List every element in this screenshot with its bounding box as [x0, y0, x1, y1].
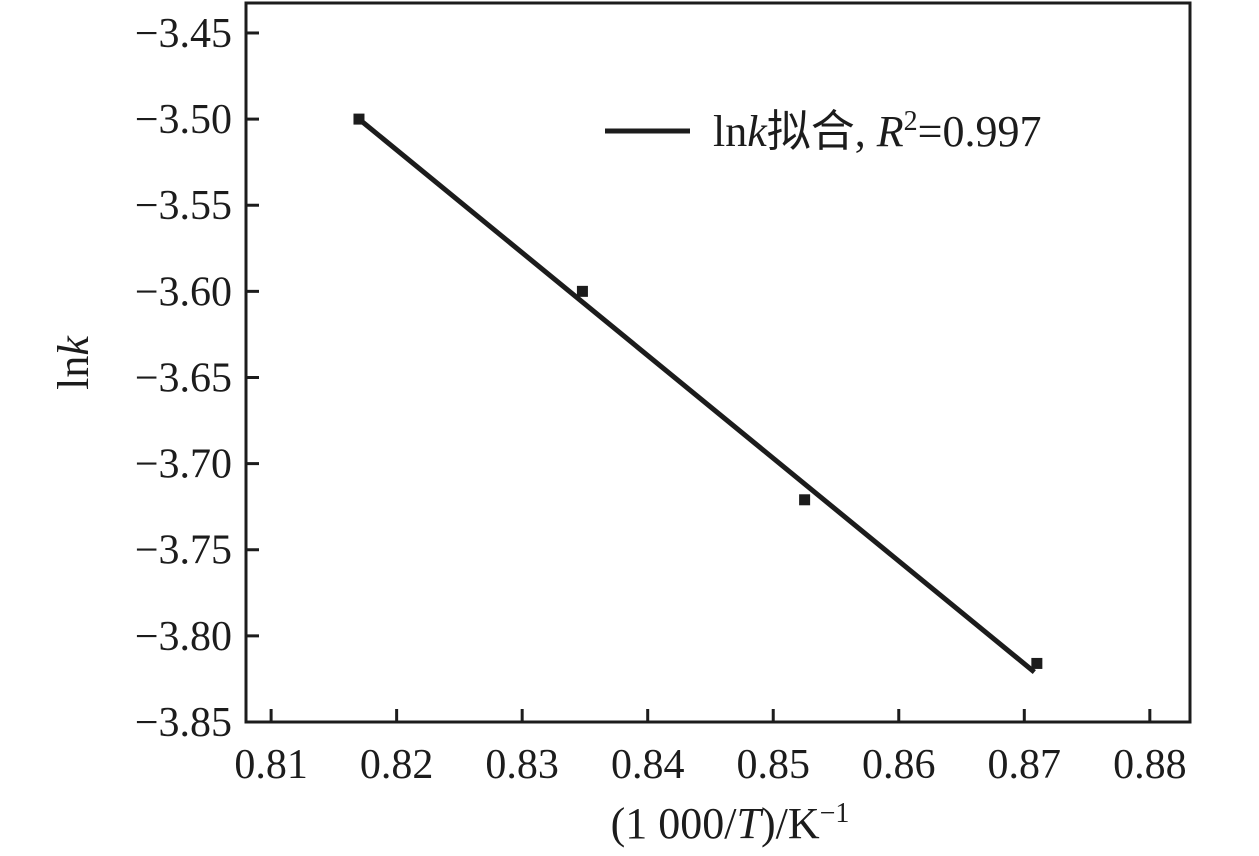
x-axis-title: (1 000/T)/K−1 — [611, 798, 850, 848]
y-axis-title: lnk — [49, 335, 98, 390]
x-axis-tick-label: 0.84 — [611, 742, 685, 788]
x-axis-tick-label: 0.85 — [736, 742, 810, 788]
x-axis-tick-label: 0.81 — [234, 742, 308, 788]
x-axis-tick-label: 0.82 — [360, 742, 434, 788]
y-axis-tick-label: −3.50 — [135, 97, 232, 143]
y-axis-tick-label: −3.75 — [135, 528, 232, 574]
data-point-marker — [353, 113, 365, 125]
data-point-marker — [576, 285, 588, 297]
y-axis-tick-label: −3.60 — [135, 269, 232, 315]
data-point-marker — [799, 494, 811, 506]
y-axis-tick-label: −3.55 — [135, 183, 232, 229]
y-axis-tick-label: −3.85 — [135, 700, 232, 746]
y-axis-tick-label: −3.70 — [135, 442, 232, 488]
plot-frame — [244, 1, 1192, 724]
data-point-marker — [1031, 657, 1043, 669]
x-axis-tick-label: 0.87 — [988, 742, 1062, 788]
fit-line — [357, 117, 1036, 674]
y-axis-tick-label: −3.65 — [135, 355, 232, 401]
y-axis-tick-label: −3.80 — [135, 614, 232, 660]
legend-label: lnk拟合, R2=0.997 — [713, 106, 1041, 156]
legend: lnk拟合, R2=0.997 — [605, 106, 1041, 156]
y-axis-tick-label: −3.45 — [135, 11, 232, 57]
x-axis-tick-label: 0.83 — [485, 742, 559, 788]
x-axis-tick-label: 0.86 — [862, 742, 936, 788]
x-axis-tick-label: 0.88 — [1113, 742, 1187, 788]
